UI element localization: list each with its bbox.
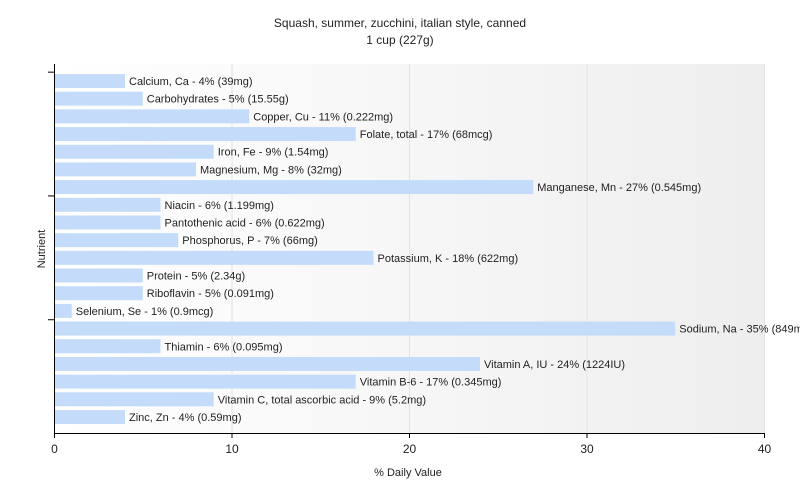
bar [55,410,125,424]
bar-label: Manganese, Mn - 27% (0.545mg) [537,182,701,194]
x-tick-label: 0 [51,442,58,456]
bar [55,109,250,124]
bar [55,91,143,106]
bar-label: Phosphorus, P - 7% (66mg) [182,235,318,247]
x-tick-label: 10 [225,442,239,456]
bar-label: Riboflavin - 5% (0.091mg) [147,288,274,300]
bar-label: Thiamin - 6% (0.095mg) [165,341,283,353]
bar-label: Vitamin B-6 - 17% (0.345mg) [360,377,502,389]
x-tick-label: 40 [758,442,772,456]
bar [55,392,214,407]
bars: Calcium, Ca - 4% (39mg) Carbohydrates - 5… [55,74,800,424]
bar [55,197,161,212]
bar [55,215,161,230]
bar-label: Sodium, Na - 35% (849mg) [679,324,800,336]
bar [55,303,72,318]
bar [55,127,356,142]
y-axis-title: Nutrient [36,230,48,269]
axes: 0 10 20 30 40 [48,64,771,456]
chart-title: Squash, summer, zucchini, italian style,… [274,16,526,30]
bar-label: Vitamin A, IU - 24% (1224IU) [484,359,625,371]
bar-label: Potassium, K - 18% (622mg) [378,253,519,265]
bar-label: Selenium, Se - 1% (0.9mcg) [76,306,214,318]
bar [55,162,196,177]
bar-label: Carbohydrates - 5% (15.55g) [147,94,289,106]
bar-label: Magnesium, Mg - 8% (32mg) [200,164,342,176]
bar [55,233,179,248]
bar [55,374,356,389]
bar-label: Niacin - 6% (1.199mg) [165,200,274,212]
bar-label: Copper, Cu - 11% (0.222mg) [253,111,393,123]
bar-label: Zinc, Zn - 4% (0.59mg) [129,412,241,424]
bar [55,286,143,301]
bar-label: Protein - 5% (2.34g) [147,271,245,283]
bar [55,250,374,265]
x-tick-label: 30 [580,442,594,456]
bar [55,356,480,371]
bar [55,321,676,336]
bar-label: Calcium, Ca - 4% (39mg) [129,76,252,88]
bar [55,74,125,88]
bar [55,180,534,195]
bar-label: Folate, total - 17% (68mcg) [360,129,493,141]
chart-subtitle: 1 cup (227g) [366,33,433,47]
grid-lines [231,64,765,433]
bar [55,339,161,354]
x-tick-label: 20 [403,442,417,456]
bar-label: Pantothenic acid - 6% (0.622mg) [165,217,325,229]
x-axis-title: % Daily Value [374,467,442,479]
bar [55,144,214,159]
bar [55,268,143,283]
bar-label: Vitamin C, total ascorbic acid - 9% (5.2… [218,394,426,406]
bar-label: Iron, Fe - 9% (1.54mg) [218,147,329,159]
